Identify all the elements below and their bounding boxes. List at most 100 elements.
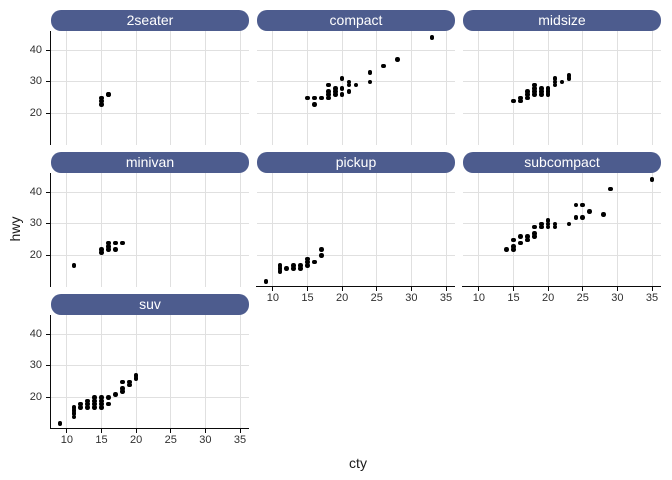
x-tick-mark: [513, 287, 515, 291]
data-point: [552, 224, 558, 230]
data-point: [381, 63, 386, 69]
data-point: [580, 215, 586, 220]
x-tick-label: 30: [611, 292, 624, 304]
gridline: [410, 31, 412, 145]
x-tick-label: 20: [336, 292, 349, 304]
facet-strip-midsize: midsize: [463, 10, 661, 31]
facet-suv: suv 20 30 40 10 15 20 25 30 35: [30, 294, 249, 446]
x-tick-mark: [170, 429, 172, 433]
gridline: [272, 173, 274, 287]
x-tick-mark: [307, 287, 309, 291]
gridline: [463, 223, 661, 225]
data-point: [263, 278, 269, 284]
gridline: [547, 173, 549, 287]
gridline: [513, 31, 515, 145]
x-tick-label: 25: [576, 292, 589, 304]
gridline: [51, 223, 249, 225]
data-point: [319, 95, 324, 101]
data-point: [85, 398, 90, 404]
data-point: [99, 98, 104, 104]
facet-grid: 2seater 20 30 40 compact midsize minivan 20 30 40…: [30, 10, 661, 446]
facet-panel-pickup: 10 15 20 25 30 35: [256, 173, 455, 304]
gridline: [51, 333, 249, 335]
gridline: [101, 173, 103, 287]
gridline: [51, 81, 249, 83]
gridline: [272, 31, 274, 145]
data-point: [319, 253, 324, 259]
facet-pickup: pickup 10 15 20 25 30 35: [256, 152, 455, 304]
x-tick-label: 20: [130, 434, 143, 446]
gridline: [257, 49, 455, 51]
gridline: [445, 173, 447, 287]
x-tick-label: 35: [645, 292, 659, 304]
data-point: [538, 224, 544, 230]
data-point: [277, 263, 283, 268]
data-point: [538, 221, 544, 227]
facet-minivan: minivan 20 30 40: [30, 152, 249, 287]
data-point: [106, 395, 111, 401]
data-point: [649, 177, 655, 182]
x-tick-label: 15: [507, 292, 520, 304]
data-point: [106, 92, 111, 97]
x-tick-mark: [204, 429, 206, 433]
facet-panel-suv: 20 30 40 10 15 20 25 30 35: [30, 315, 249, 446]
x-tick-mark: [445, 287, 447, 291]
x-tick-mark: [272, 287, 274, 291]
data-point: [518, 95, 523, 101]
data-point: [120, 385, 125, 391]
y-tick-label: 20: [29, 107, 42, 120]
data-point: [339, 76, 345, 82]
data-point: [532, 86, 537, 91]
data-point: [291, 263, 296, 268]
data-point: [511, 98, 516, 104]
gridline: [307, 173, 309, 287]
data-point: [532, 231, 537, 236]
gridline: [51, 397, 249, 399]
x-tick-mark: [101, 429, 103, 433]
y-tick-mark: [46, 223, 50, 225]
gridline: [463, 255, 661, 257]
data-point: [99, 95, 104, 101]
facet-subcompact: subcompact 10 15 20 25 30 35: [462, 152, 661, 304]
y-tick-mark: [46, 333, 50, 335]
gridline: [582, 31, 584, 145]
gridline: [616, 173, 618, 287]
data-point: [346, 79, 352, 85]
data-point: [298, 263, 303, 268]
data-point: [99, 101, 104, 107]
data-point: [552, 221, 558, 227]
data-point: [339, 86, 345, 91]
data-point: [573, 202, 579, 208]
data-point: [545, 92, 551, 97]
data-point: [120, 240, 125, 246]
gridline: [257, 81, 455, 83]
data-point: [99, 250, 104, 255]
gridline: [239, 315, 241, 429]
data-point: [298, 266, 303, 271]
x-tick-label: 10: [266, 292, 280, 304]
data-point: [580, 202, 586, 208]
data-point: [525, 237, 530, 243]
gridline: [582, 173, 584, 287]
data-point: [312, 101, 317, 107]
x-tick-mark: [135, 429, 137, 433]
data-point: [92, 395, 97, 401]
gridline: [135, 315, 137, 429]
data-point: [106, 401, 111, 407]
x-tick-label: 35: [439, 292, 453, 304]
data-point: [367, 79, 373, 85]
gridline: [51, 49, 249, 51]
data-point: [71, 411, 77, 416]
data-point: [92, 401, 97, 407]
x-tick-label: 30: [405, 292, 418, 304]
gridline: [204, 31, 206, 145]
gridline: [170, 315, 172, 429]
x-axis-line: [462, 286, 661, 287]
data-point: [566, 76, 572, 82]
gridline: [204, 315, 206, 429]
facet-strip-minivan: minivan: [51, 152, 249, 173]
y-tick-label: 20: [29, 249, 42, 262]
gridline: [341, 173, 343, 287]
facet-strip-compact: compact: [257, 10, 455, 31]
